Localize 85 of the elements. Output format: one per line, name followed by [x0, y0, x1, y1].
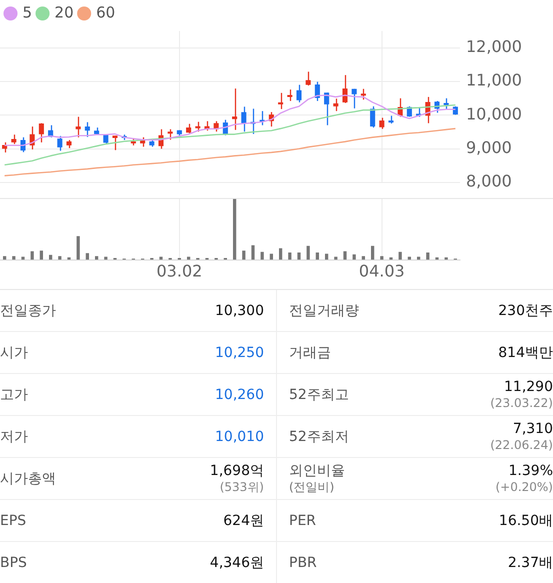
text: 10,250 [215, 344, 264, 360]
category-label: 고가 [0, 386, 28, 402]
y-tick-label: 9,000 [466, 138, 512, 157]
x-tick-label: 04.03 [358, 262, 405, 281]
category-label: PER [289, 512, 316, 528]
bar [398, 252, 402, 260]
text: 11,290 (23.03.22) [490, 378, 553, 410]
candlestick [278, 92, 284, 110]
category-label: 시가 [0, 344, 28, 360]
y-tick-label: 8,000 [466, 172, 512, 191]
bar [270, 254, 274, 260]
candlestick [186, 123, 192, 134]
candlestick [57, 135, 62, 152]
candlestick [314, 81, 320, 102]
text: 10,260 [215, 386, 264, 402]
candlestick [232, 88, 238, 131]
category-label: EPS [0, 512, 26, 528]
category-label: BPS [0, 554, 27, 570]
legend-label: 20 [54, 3, 74, 22]
y-tick-label: 12,000 [466, 36, 522, 56]
bar [278, 248, 282, 260]
candlestick [2, 142, 8, 154]
bar [104, 256, 108, 260]
bar [40, 250, 44, 260]
bar [76, 236, 80, 260]
candlestick [342, 74, 348, 104]
candlestick [370, 106, 376, 128]
text: 814백만 [498, 344, 553, 360]
candlestick [306, 71, 311, 86]
candlestick [379, 117, 384, 130]
bar [12, 256, 16, 260]
bar [334, 256, 338, 260]
bar [380, 256, 384, 260]
text: 1,698억 (533위) [210, 462, 264, 494]
legend-label: 60 [96, 3, 116, 22]
candlestick [241, 106, 246, 132]
bar [86, 253, 90, 260]
y-tick-label: 11,000 [466, 70, 522, 90]
text: 10,300 [215, 302, 264, 318]
category-label: 거래금 [289, 344, 331, 360]
category-label: 저가 [0, 428, 28, 444]
x-tick-label: 03.02 [156, 262, 202, 281]
category-label: PBR [289, 554, 317, 570]
text: 10,010 [215, 428, 264, 444]
candlestick [38, 122, 44, 143]
text: 4,346원 [210, 554, 264, 570]
bar [324, 254, 328, 260]
category-label: 외인비율 (전일비) [289, 462, 345, 494]
candlestick [352, 88, 357, 109]
candlestick [76, 116, 81, 138]
bar [58, 256, 62, 260]
bar [370, 246, 374, 260]
bar [306, 246, 310, 260]
candlestick [11, 134, 16, 145]
bar [30, 251, 34, 260]
text: 7,310 (22.06.24) [490, 420, 553, 452]
bar [242, 250, 246, 260]
candlestick [287, 88, 292, 102]
legend-label: 5 [22, 3, 32, 22]
category-label: 52주최저 [289, 428, 349, 444]
candlestick [168, 128, 173, 140]
text: 16.50배 [498, 512, 553, 528]
candlestick [84, 122, 90, 138]
candlestick [360, 88, 366, 100]
bar [232, 199, 236, 260]
candlestick [296, 84, 302, 103]
bar [288, 252, 292, 260]
bar [426, 252, 430, 260]
category-label: 전일거래량 [289, 302, 359, 318]
bar [352, 254, 356, 260]
text: 624원 [223, 512, 264, 528]
text: 2.37배 [508, 554, 553, 570]
candlestick [333, 98, 338, 112]
text: 1.39% (+0.20%) [495, 462, 553, 494]
category-label: 52주최고 [289, 386, 349, 402]
text: 230천주 [498, 302, 553, 318]
category-label: 시가총액 [0, 470, 56, 486]
category-label: 전일종가 [0, 302, 56, 318]
candlestick [195, 121, 200, 132]
bar [260, 252, 264, 260]
candlestick [112, 135, 118, 151]
candlestick [444, 98, 449, 110]
bar [444, 257, 448, 260]
y-tick-label: 10,000 [466, 104, 522, 124]
bar [251, 245, 255, 260]
